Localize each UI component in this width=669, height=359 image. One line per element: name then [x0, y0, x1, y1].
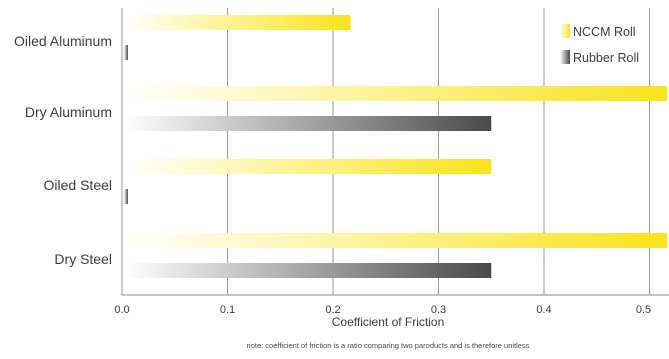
bar-rubber-dry-aluminum	[124, 116, 492, 131]
x-axis-title: Coefficient of Friction	[332, 315, 445, 329]
bar-nccm-oiled-steel	[124, 159, 492, 174]
x-tick-label: 0.5	[636, 304, 651, 316]
gridlines	[121, 8, 650, 295]
bar-rubber-dry-steel	[124, 263, 492, 278]
bar-nccm-dry-steel	[124, 233, 668, 248]
x-tick-label: 0.4	[536, 304, 551, 316]
category-labels: Oiled Aluminum Dry Aluminum Oiled Steel Dry…	[14, 33, 112, 267]
x-tick-label: 0.1	[220, 304, 235, 316]
x-tick-labels: 0.0 0.1 0.2 0.3 0.4 0.5	[114, 304, 651, 316]
x-tick-label: 0.3	[431, 304, 446, 316]
bar-nccm-oiled-aluminum	[124, 15, 351, 30]
x-tick-label: 0.2	[325, 304, 340, 316]
category-label: Oiled Steel	[44, 177, 112, 193]
legend-swatch	[560, 24, 570, 38]
bar-rubber-oiled-steel	[124, 189, 128, 204]
category-label: Oiled Aluminum	[14, 33, 112, 49]
category-label: Dry Steel	[54, 251, 112, 267]
legend-label: NCCM Roll	[573, 25, 636, 39]
legend: NCCM Roll Rubber Roll	[560, 24, 639, 65]
x-tick-label: 0.0	[114, 304, 129, 316]
bar-rubber-oiled-aluminum	[124, 45, 128, 60]
legend-label: Rubber Roll	[573, 51, 639, 65]
footnote: note: coefficient of friction is a ratio…	[247, 341, 530, 350]
bar-nccm-dry-aluminum	[124, 86, 668, 101]
bars	[124, 15, 668, 278]
legend-swatch	[560, 50, 570, 64]
category-label: Dry Aluminum	[25, 104, 112, 120]
